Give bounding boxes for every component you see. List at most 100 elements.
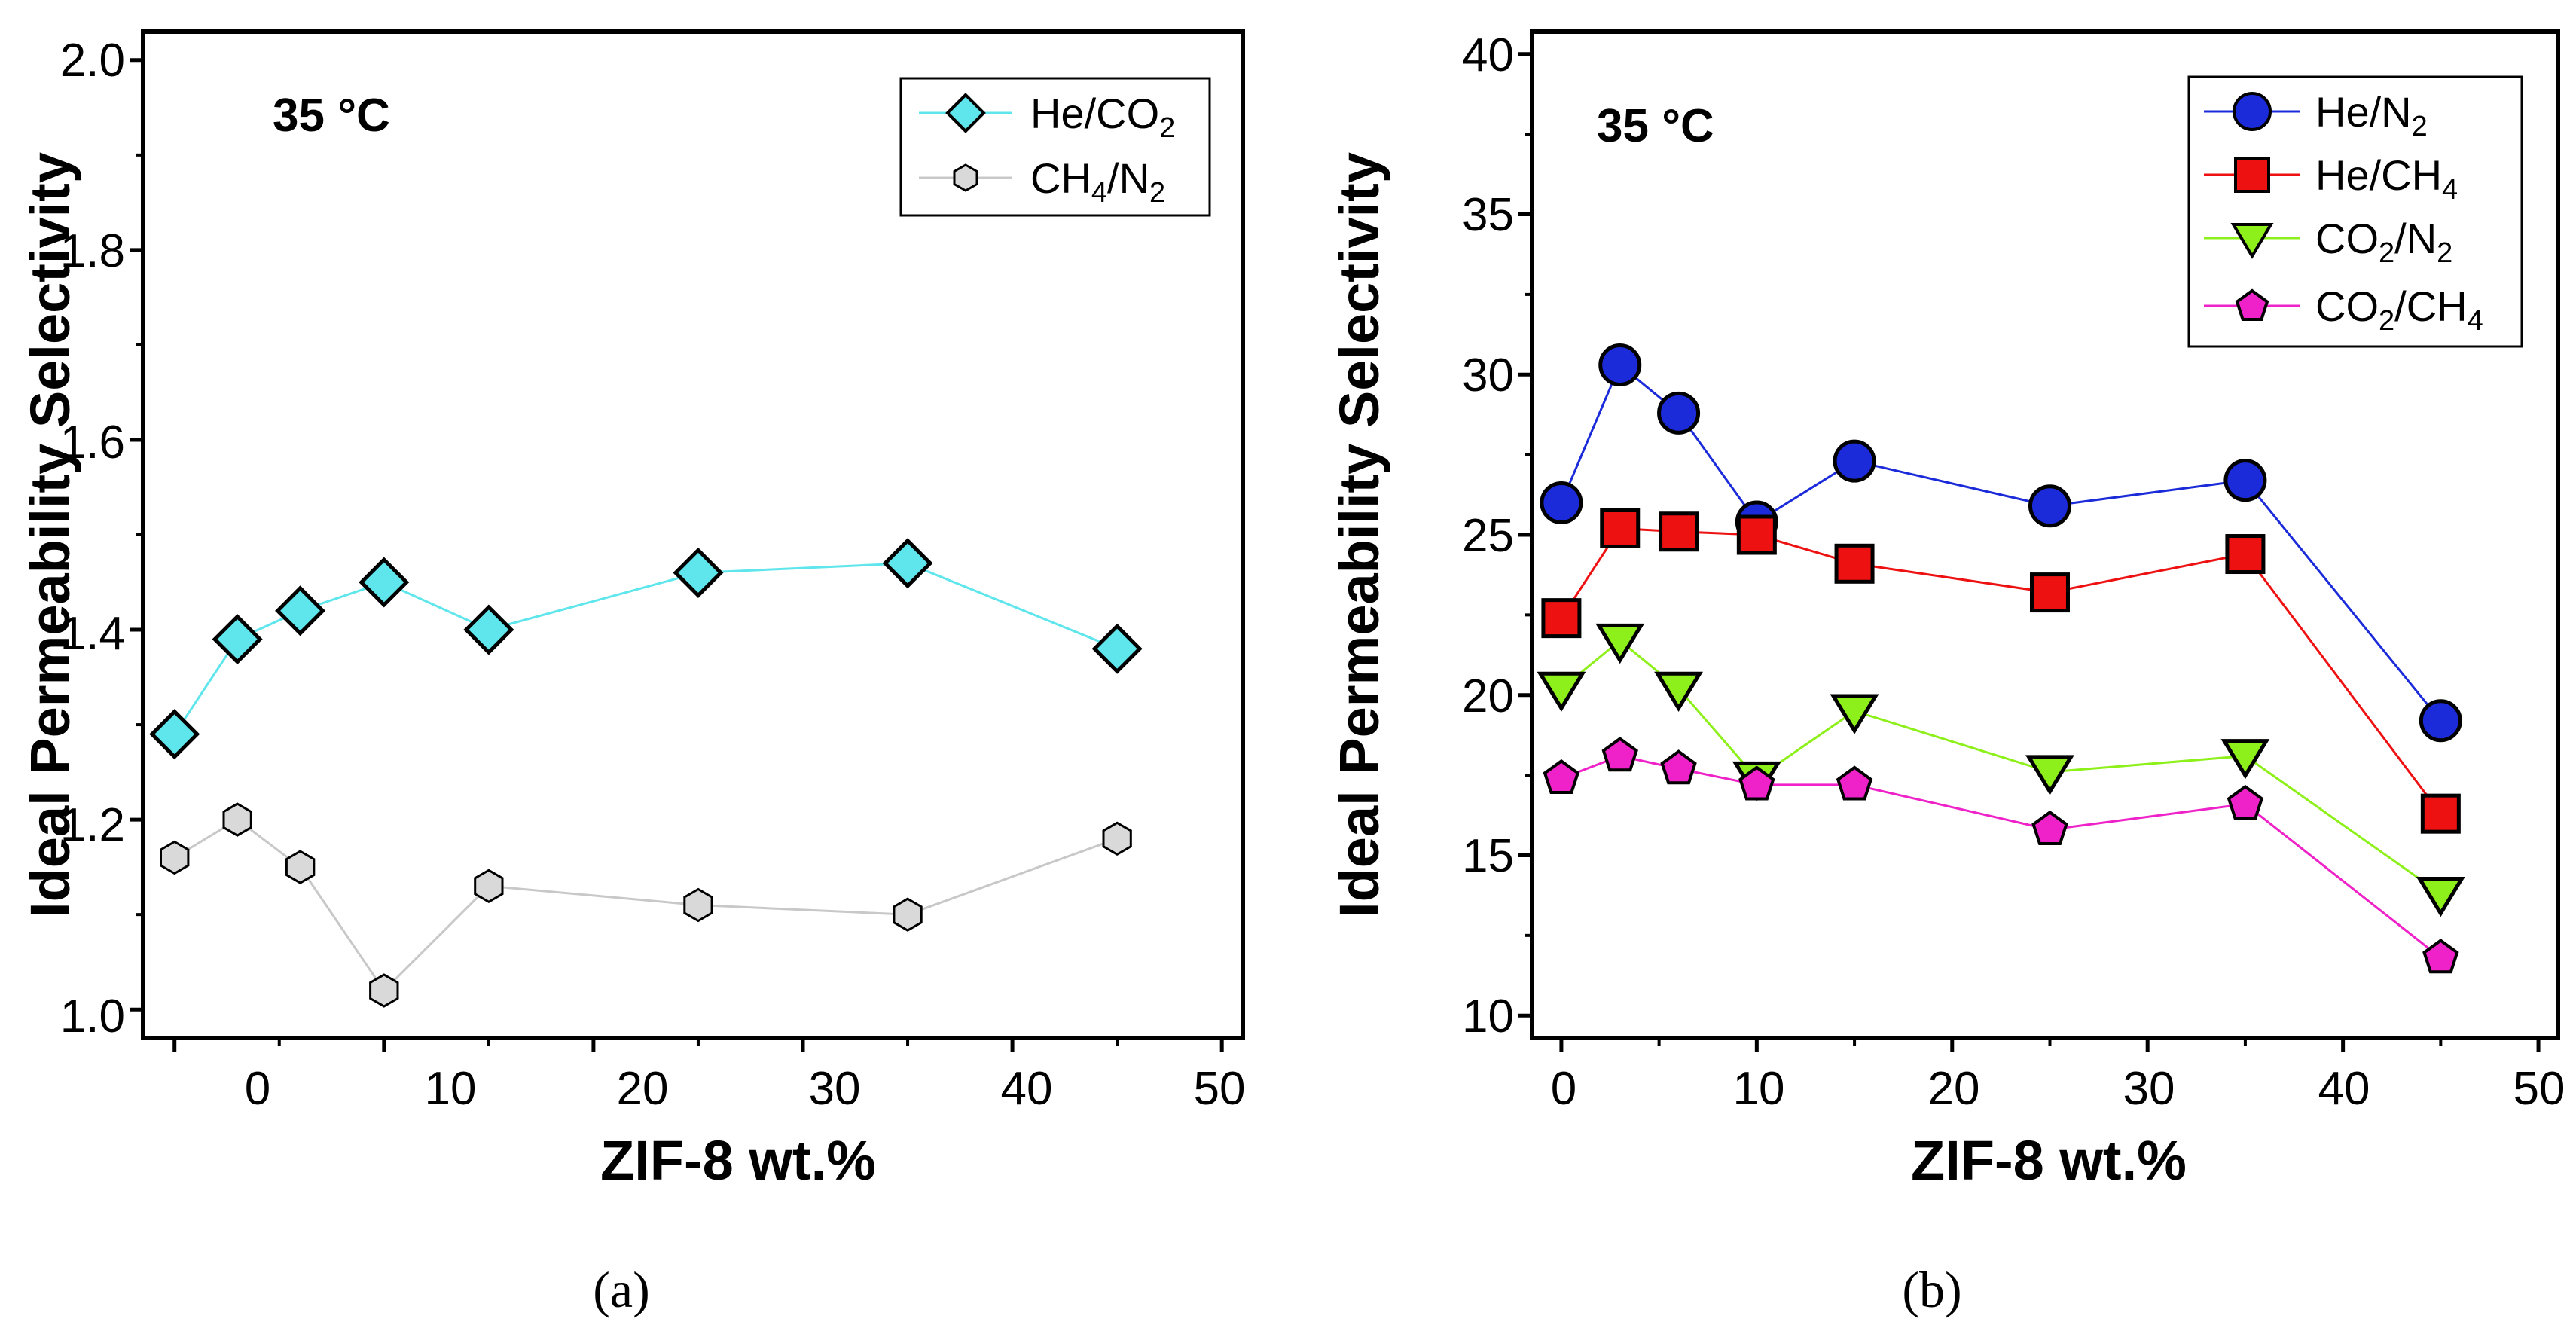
legend-marker-he-co2 xyxy=(945,93,986,133)
data-point-he-co2 xyxy=(463,604,514,655)
data-point-ch4-n2 xyxy=(369,973,399,1008)
legend-label-he-ch4: He/CH4 xyxy=(2315,151,2458,206)
data-point-he-n2 xyxy=(2223,459,2267,502)
legend-marker-he-n2 xyxy=(2233,92,2272,131)
legend-marker-he-ch4 xyxy=(2234,157,2270,193)
data-point-co2-n2 xyxy=(1537,671,1586,713)
chart-b-annotation: 35 °C xyxy=(1597,100,1714,152)
data-point-co2-ch4 xyxy=(2227,784,2264,820)
chart-a-x-tick-label: 50 xyxy=(1194,1063,1246,1115)
chart-b-y-tick-label: 35 xyxy=(1462,189,1514,241)
legend-label-co2-ch4: CO2/CH4 xyxy=(2315,282,2483,337)
legend-entry-he-n2: He/N2 xyxy=(2204,88,2428,142)
chart-a-y-tick-label: 1.6 xyxy=(60,417,125,469)
chart-b-points xyxy=(1537,343,2465,974)
chart-b-y-tick-label: 25 xyxy=(1462,510,1514,562)
data-point-he-co2 xyxy=(149,709,200,760)
data-point-he-ch4 xyxy=(1834,543,1875,584)
data-point-co2-n2 xyxy=(2220,739,2270,780)
data-point-co2-n2 xyxy=(1654,671,1704,713)
data-point-he-co2 xyxy=(882,538,933,589)
chart-a-panel-label: (a) xyxy=(593,1261,649,1318)
chart-a-x-tick-label: 20 xyxy=(617,1063,669,1115)
legend-marker-co2-n2 xyxy=(2230,223,2274,259)
data-point-he-ch4 xyxy=(2029,572,2070,613)
data-point-ch4-n2 xyxy=(160,840,190,875)
data-point-co2-ch4 xyxy=(1601,737,1638,772)
chart-a-legend-box xyxy=(899,77,1211,217)
series-line-co2-ch4 xyxy=(1561,755,2442,959)
chart-a-x-axis-title: ZIF-8 wt.% xyxy=(600,1129,876,1192)
chart-a-y-tick-label: 2.0 xyxy=(60,35,125,87)
chart-b-x-tick-label: 30 xyxy=(2123,1063,2175,1115)
chart-a-y-tick-labels: 1.0 1.2 1.4 1.6 1.8 2.0 xyxy=(60,35,125,1043)
chart-a-y-tick-label: 1.8 xyxy=(60,225,125,277)
data-point-co2-ch4 xyxy=(2422,939,2459,974)
series-line-he-co2 xyxy=(173,562,1118,735)
chart-b-x-tick-label: 10 xyxy=(1733,1063,1785,1115)
data-point-he-co2 xyxy=(1091,623,1143,674)
legend-entry-ch4-n2: CH4/N2 xyxy=(919,154,1165,209)
data-point-ch4-n2 xyxy=(1102,821,1132,856)
chart-a-y-tick-label: 1.4 xyxy=(60,608,125,660)
chart-b-x-tick-label: 50 xyxy=(2513,1063,2565,1115)
legend-label-he-co2: He/CO2 xyxy=(1030,90,1175,144)
chart-b-x-tick-label: 40 xyxy=(2318,1063,2370,1115)
data-point-co2-n2 xyxy=(2025,755,2074,795)
chart-a-y-axis-title: Ideal Permeability Selectivity xyxy=(19,152,81,917)
data-point-co2-n2 xyxy=(1830,694,1879,734)
data-point-he-n2 xyxy=(1540,481,1583,524)
chart-b-x-tick-labels: 0 10 20 30 40 50 xyxy=(1551,1063,2565,1115)
data-point-he-co2 xyxy=(212,614,263,665)
data-point-ch4-n2 xyxy=(222,802,252,837)
data-point-co2-ch4 xyxy=(1660,749,1697,785)
data-point-he-ch4 xyxy=(2420,793,2461,834)
chart-b-legend: He/N2 He/CH4 CO2/N2 CO2/CH4 xyxy=(2187,75,2523,348)
chart-b-series-lines xyxy=(1560,363,2442,959)
chart-b-y-tick-label: 40 xyxy=(1462,29,1514,81)
chart-a-x-tick-label: 30 xyxy=(809,1063,861,1115)
chart-a-x-tick-labels: 0 10 20 30 40 50 xyxy=(245,1063,1246,1115)
chart-a: 0 10 20 30 40 50 1.0 1.2 1.4 1.6 1.8 2.0… xyxy=(19,29,1246,1318)
chart-b-y-tick-label: 15 xyxy=(1462,830,1514,882)
chart-b-y-tick-label: 20 xyxy=(1462,670,1514,722)
chart-b-panel-label: (b) xyxy=(1902,1261,1961,1318)
chart-b-y-tick-label: 10 xyxy=(1462,991,1514,1043)
chart-a-y-tick-label: 1.2 xyxy=(60,799,125,851)
chart-b-y-tick-labels: 10 15 20 25 30 35 40 xyxy=(1462,29,1514,1043)
data-point-he-n2 xyxy=(1657,391,1701,435)
legend-marker-co2-ch4 xyxy=(2235,288,2269,321)
data-point-he-n2 xyxy=(1833,439,1876,483)
data-point-co2-n2 xyxy=(2416,877,2465,917)
legend-entry-co2-n2: CO2/N2 xyxy=(2204,215,2452,269)
data-point-ch4-n2 xyxy=(893,897,923,932)
legend-label-he-n2: He/N2 xyxy=(2315,88,2428,142)
legend-entry-he-ch4: He/CH4 xyxy=(2204,151,2458,206)
data-point-he-co2 xyxy=(673,547,724,598)
data-point-co2-ch4 xyxy=(1836,765,1873,801)
series-line-co2-n2 xyxy=(1560,639,2442,895)
chart-b-y-tick-label: 30 xyxy=(1462,350,1514,401)
data-point-ch4-n2 xyxy=(474,869,504,904)
series-line-ch4-n2 xyxy=(173,818,1118,993)
chart-b-y-axis-title: Ideal Permeability Selectivity xyxy=(1328,152,1390,917)
chart-b-x-tick-label: 20 xyxy=(1928,1063,1980,1115)
chart-b: 0 10 20 30 40 50 10 15 20 25 30 35 40 ZI… xyxy=(1328,29,2565,1318)
data-point-he-ch4 xyxy=(1736,514,1777,555)
data-point-he-ch4 xyxy=(1541,598,1582,639)
data-point-ch4-n2 xyxy=(285,850,316,884)
data-point-he-n2 xyxy=(2028,484,2071,528)
chart-a-plot-frame xyxy=(141,29,1245,1040)
data-point-he-n2 xyxy=(2419,699,2462,743)
chart-a-points xyxy=(149,538,1143,1008)
legend-label-ch4-n2: CH4/N2 xyxy=(1030,154,1165,209)
data-point-co2-ch4 xyxy=(2031,810,2068,845)
chart-a-legend: He/CO2 CH4/N2 xyxy=(899,77,1211,217)
data-point-he-n2 xyxy=(1598,343,1642,386)
legend-label-co2-n2: CO2/N2 xyxy=(2315,215,2452,269)
chart-b-plot-frame xyxy=(1530,29,2560,1040)
chart-a-y-tick-label: 1.0 xyxy=(60,991,125,1043)
legend-entry-he-co2: He/CO2 xyxy=(919,90,1175,144)
data-point-he-co2 xyxy=(275,585,326,636)
